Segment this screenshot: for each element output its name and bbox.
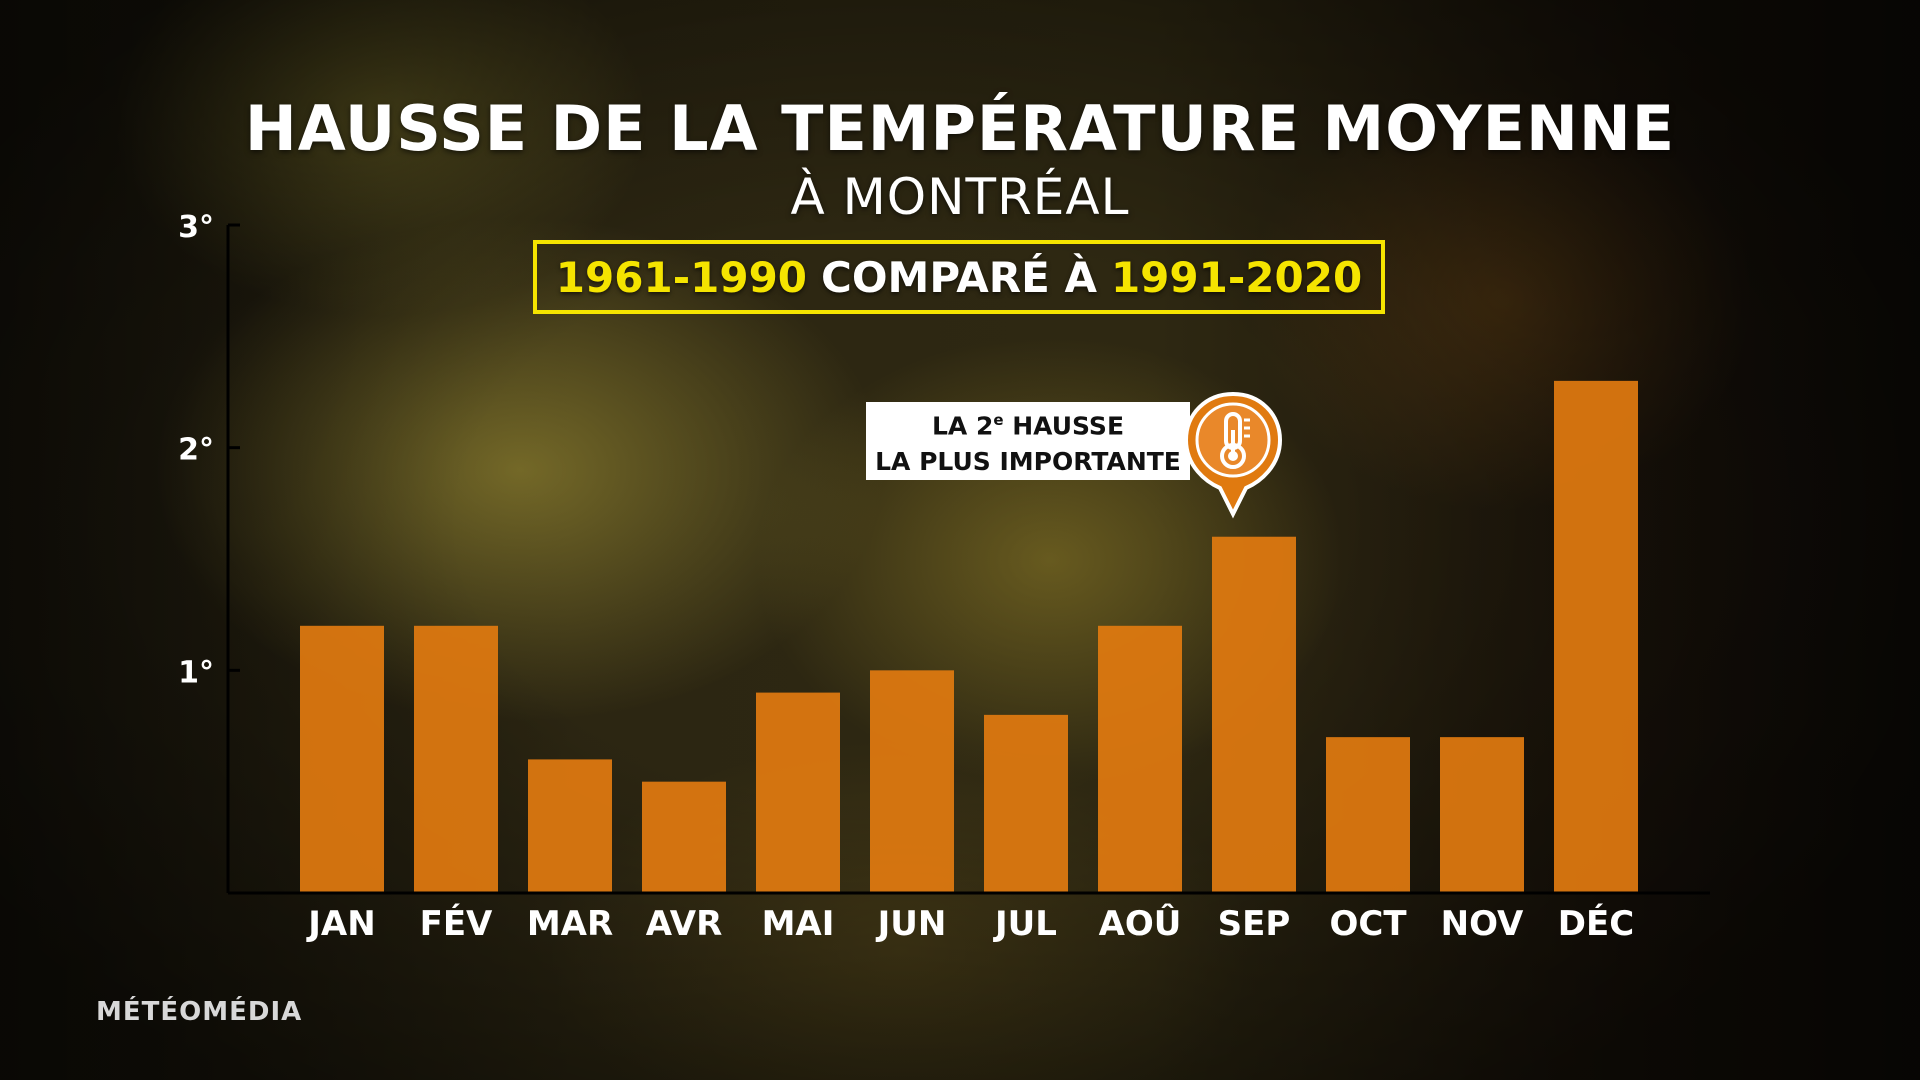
- bar-oct: [1326, 737, 1410, 893]
- bar-nov: [1440, 737, 1524, 893]
- x-tick-label-mar: MAR: [527, 904, 613, 944]
- x-tick-label-jan: JAN: [306, 904, 375, 944]
- x-tick-label-nov: NOV: [1441, 904, 1524, 944]
- bar-déc: [1554, 380, 1638, 893]
- x-tick-label-aoû: AOÛ: [1099, 903, 1182, 944]
- bar-sep: [1212, 536, 1296, 893]
- x-tick-label-fév: FÉV: [420, 903, 493, 944]
- period-connector: COMPARÉ À: [821, 252, 1097, 302]
- period-comparison-box: 1961-1990 COMPARÉ À 1991-2020: [533, 240, 1385, 314]
- bar-mai: [756, 692, 840, 893]
- y-tick-label-2: 2°: [178, 433, 214, 468]
- x-tick-label-oct: OCT: [1329, 904, 1407, 944]
- y-tick-label-3: 3°: [178, 210, 214, 245]
- thermometer-icon: [1183, 391, 1283, 519]
- callout-line-2: LA PLUS IMPORTANTE: [875, 447, 1181, 477]
- period-end: 1991-2020: [1110, 252, 1363, 302]
- bar-jun: [870, 670, 954, 893]
- bar-mar: [528, 759, 612, 893]
- x-tick-label-jun: JUN: [876, 904, 947, 944]
- chart-subtitle: À MONTRÉAL: [790, 168, 1130, 226]
- bar-jul: [984, 714, 1068, 893]
- bar-jan: [300, 625, 384, 893]
- y-tick-label-1: 1°: [178, 655, 214, 690]
- period-start: 1961-1990: [555, 252, 808, 302]
- bar-aoû: [1098, 625, 1182, 893]
- x-tick-label-jul: JUL: [993, 904, 1057, 944]
- highlight-callout: LA 2e HAUSSE LA PLUS IMPORTANTE: [866, 402, 1190, 480]
- bar-avr: [642, 781, 726, 893]
- chart-title: HAUSSE DE LA TEMPÉRATURE MOYENNE: [244, 92, 1676, 165]
- x-tick-label-mai: MAI: [762, 904, 835, 944]
- x-tick-label-avr: AVR: [646, 904, 723, 944]
- callout-line-1: LA 2e HAUSSE: [931, 410, 1125, 441]
- x-tick-label-sep: SEP: [1218, 904, 1291, 944]
- brand-logo: MÉTÉOMÉDIA: [96, 997, 303, 1027]
- bar-fév: [414, 625, 498, 893]
- x-tick-label-déc: DÉC: [1558, 903, 1634, 944]
